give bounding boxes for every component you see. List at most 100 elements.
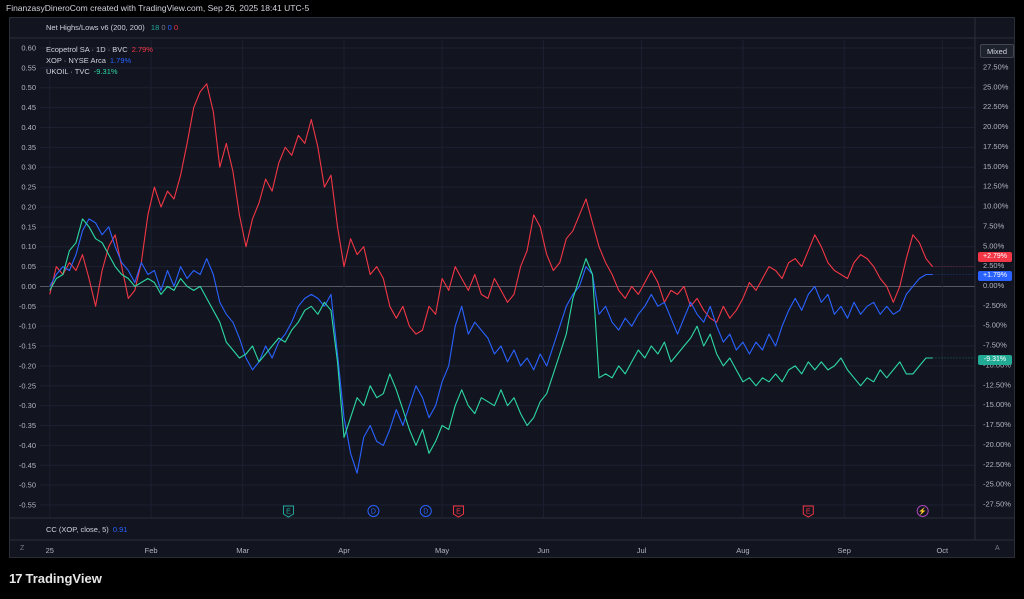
left-tick-label: 0.50	[21, 83, 36, 92]
series-lines	[49, 83, 975, 474]
time-tick-label: Mar	[236, 546, 249, 555]
event-marker-circle	[419, 505, 432, 517]
left-tick-label: 0.25	[21, 183, 36, 192]
right-tick-label: -22.50%	[983, 460, 1011, 469]
indicator-bottom-value: 0.91	[112, 525, 128, 534]
indicator-bottom-label: CC (XOP, close, 5)	[46, 525, 109, 534]
right-tick-label: -10.00%	[983, 360, 1011, 369]
left-tick-label: 0.00	[21, 282, 36, 291]
time-tick-label: Jun	[537, 546, 549, 555]
event-marker-shape	[802, 505, 814, 518]
event-marker-shape	[452, 505, 464, 518]
series-line-2	[49, 218, 933, 454]
legend-value: 2.79%	[131, 45, 153, 54]
left-tick-label: -0.55	[19, 501, 36, 510]
right-tick-label: -15.00%	[983, 400, 1011, 409]
left-tick-label: 0.40	[21, 123, 36, 132]
left-tick-label: 0.10	[21, 242, 36, 251]
left-tick-label: 0.20	[21, 202, 36, 211]
indicator-top-legend[interactable]: Net Highs/Lows v6 (200, 200) 18 0 0 0	[46, 23, 178, 32]
event-marker-circle	[916, 505, 929, 517]
legend-value: 1.79%	[109, 56, 132, 65]
grid-lines	[40, 40, 975, 518]
time-tick-label: 25	[46, 546, 54, 555]
left-tick-label: -0.05	[19, 302, 36, 311]
price-badge-xop: +1.79%	[978, 271, 1012, 282]
price-badge-ecopetrol: +2.79%	[978, 252, 1012, 263]
event-marker-label: D	[371, 509, 376, 516]
left-tick-label: 0.35	[21, 143, 36, 152]
right-tick-label: -7.50%	[983, 341, 1007, 350]
right-tick-label: -27.50%	[983, 500, 1011, 509]
legend-item-ecopetrol[interactable]: Ecopetrol SA · 1D · BVC 2.79%	[46, 45, 153, 54]
right-tick-label: 10.00%	[983, 202, 1009, 211]
event-marker-label: E	[286, 509, 291, 516]
legend-item-ukoil[interactable]: UKOIL · TVC -9.31%	[46, 67, 118, 76]
axis-corner-right-button[interactable]: A	[995, 545, 1000, 552]
event-markers: E D D E E ⚡	[282, 505, 929, 518]
time-axis: 25 Feb Mar Apr May Jun Jul Aug Sep Oct	[46, 546, 949, 555]
indicator-top-value: 18	[150, 23, 162, 32]
time-tick-label: Apr	[338, 546, 350, 555]
right-tick-label: -25.00%	[983, 480, 1011, 489]
left-tick-label: -0.35	[19, 421, 36, 430]
left-tick-label: -0.30	[19, 401, 36, 410]
right-tick-label: 2.50%	[983, 261, 1005, 270]
tradingview-logo-text: TradingView	[25, 571, 102, 586]
event-marker-label: ⚡	[918, 507, 927, 516]
time-tick-label: Sep	[838, 546, 851, 555]
indicator-top-label: Net Highs/Lows v6 (200, 200)	[46, 23, 145, 32]
left-tick-label: -0.10	[19, 322, 36, 331]
right-tick-label: -12.50%	[983, 380, 1011, 389]
scale-mode-button[interactable]: Mixed	[980, 44, 1014, 58]
chart-canvas[interactable]: 0.60 0.55 0.50 0.45 0.40 0.35 0.30 0.25 0.20 0.15…	[0, 0, 1024, 560]
left-tick-label: -0.40	[19, 441, 36, 450]
axis-corner-left-button[interactable]: Z	[20, 545, 25, 552]
legend-label: UKOIL · TVC	[46, 67, 90, 76]
right-tick-label: 25.00%	[983, 82, 1009, 91]
right-tick-label: -20.00%	[983, 440, 1011, 449]
left-tick-label: -0.50	[19, 481, 36, 490]
right-tick-label: 27.50%	[983, 63, 1009, 72]
left-tick-label: -0.15	[19, 342, 36, 351]
series-line-0	[49, 83, 933, 335]
legend-label: Ecopetrol SA · 1D · BVC	[46, 45, 128, 54]
left-tick-label: -0.20	[19, 361, 36, 370]
tradingview-logo: 17 TradingView	[9, 571, 102, 586]
right-tick-label: 15.00%	[983, 162, 1009, 171]
indicator-bottom-legend[interactable]: CC (XOP, close, 5) 0.91	[46, 525, 127, 534]
event-marker-label: D	[423, 509, 428, 516]
left-axis: 0.60 0.55 0.50 0.45 0.40 0.35 0.30 0.25 0.20 0.15…	[19, 44, 36, 510]
legend-value: -9.31%	[93, 67, 118, 76]
left-tick-label: -0.45	[19, 461, 36, 470]
indicator-top-values: 18 0 0 0	[151, 23, 178, 32]
time-tick-label: May	[435, 546, 449, 555]
left-tick-label: 0.60	[21, 44, 36, 53]
time-tick-label: Jul	[637, 546, 647, 555]
time-tick-label: Oct	[936, 546, 949, 555]
right-tick-label: -17.50%	[983, 420, 1011, 429]
time-tick-label: Feb	[145, 546, 158, 555]
time-tick-label: Aug	[736, 546, 749, 555]
indicator-top-value: 0	[167, 23, 174, 32]
left-tick-label: 0.05	[21, 262, 36, 271]
event-marker-shape	[282, 505, 294, 518]
legend-item-xop[interactable]: XOP · NYSE Arca 1.79%	[46, 56, 131, 65]
indicator-top-value: 0	[161, 23, 168, 32]
right-tick-label: -5.00%	[983, 321, 1007, 330]
left-tick-label: 0.15	[21, 222, 36, 231]
right-tick-label: -2.50%	[983, 301, 1007, 310]
price-badge-ukoil: -9.31%	[978, 354, 1012, 365]
pane-separators	[10, 18, 1014, 541]
series-line-1	[49, 218, 933, 474]
legend-label: XOP · NYSE Arca	[46, 56, 106, 65]
right-axis: 27.50% 25.00% 22.50% 20.00% 17.50% 15.00% 12.5…	[983, 63, 1011, 509]
right-tick-label: 17.50%	[983, 142, 1009, 151]
right-tick-label: 0.00%	[983, 281, 1005, 290]
left-tick-label: -0.25	[19, 381, 36, 390]
creator-line: FinanzasyDineroCom created with TradingV…	[6, 3, 310, 13]
left-tick-label: 0.30	[21, 163, 36, 172]
right-tick-label: 7.50%	[983, 221, 1005, 230]
left-tick-label: 0.55	[21, 63, 36, 72]
